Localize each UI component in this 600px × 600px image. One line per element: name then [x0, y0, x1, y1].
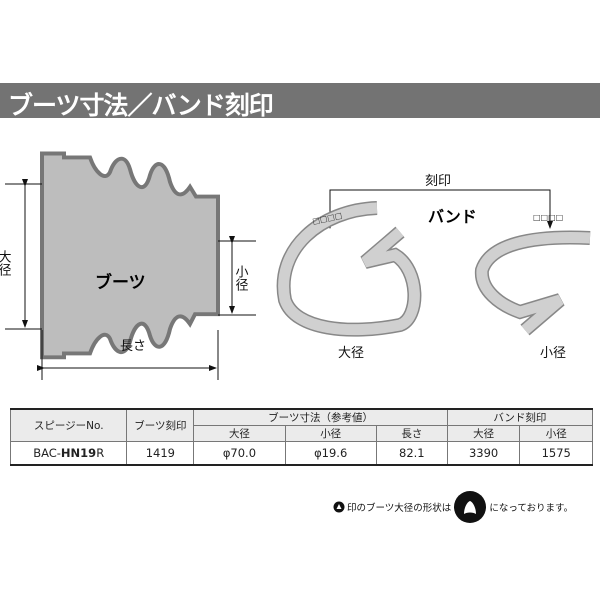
part-no: BAC-HN19R — [9, 441, 128, 466]
boot-band-diagram: 大径 小径 ブーツ 長さ 刻印 □□□□ □□□□ バンド 大径 小径 — [0, 151, 591, 380]
band-label: バンド — [428, 207, 477, 226]
large-diameter-label: 大径 — [0, 250, 11, 276]
band-large: □□□□ — [276, 201, 422, 337]
band-small-mark: 1575 — [519, 441, 593, 466]
note-text-before: 印のブーツ大径の形状は — [347, 503, 452, 514]
band-small-label: 小径 — [540, 346, 566, 361]
length: 82.1 — [375, 441, 448, 466]
page-title: ブーツ寸法／バンド刻印 — [8, 91, 274, 120]
length-label: 長さ — [120, 339, 146, 354]
header-boot-mark: ブーツ刻印 — [126, 408, 195, 442]
header-length: 長さ — [375, 425, 448, 442]
note-text-after: になっております。 — [489, 503, 574, 514]
header-band-small: 小径 — [519, 425, 593, 442]
header-boot-dims: ブーツ寸法（参考値） — [193, 408, 448, 426]
boot-drawing — [40, 151, 220, 360]
large-diameter: φ70.0 — [193, 441, 286, 466]
title-bar: ブーツ寸法／バンド刻印 — [0, 83, 600, 120]
boot-label: ブーツ — [95, 272, 146, 293]
header-band-mark: バンド刻印 — [446, 408, 594, 426]
table-row: BAC-HN19R 1419 φ70.0 φ19.6 82.1 3390 157… — [9, 441, 593, 466]
header-small: 小径 — [284, 425, 377, 442]
marking-label: 刻印 — [425, 174, 451, 189]
spec-table: スピージーNo. ブーツ刻印 ブーツ寸法（参考値） バンド刻印 大径 小径 長さ… — [9, 408, 594, 466]
shape-note: 印のブーツ大径の形状は になっております。 — [333, 490, 573, 524]
small-diameter-label: 小径 — [233, 265, 249, 291]
boot-mark: 1419 — [126, 441, 195, 466]
band-large-label: 大径 — [338, 346, 364, 361]
trilobe-shape-icon — [454, 491, 487, 523]
svg-text:□□□□: □□□□ — [533, 213, 563, 222]
band-small: □□□□ — [474, 213, 591, 336]
header-part-no: スピージーNo. — [9, 408, 128, 442]
trilobe-icon — [333, 501, 345, 513]
band-large-mark: 3390 — [446, 441, 521, 466]
header-large: 大径 — [193, 425, 286, 442]
small-diameter: φ19.6 — [284, 441, 377, 466]
header-band-large: 大径 — [446, 425, 521, 442]
